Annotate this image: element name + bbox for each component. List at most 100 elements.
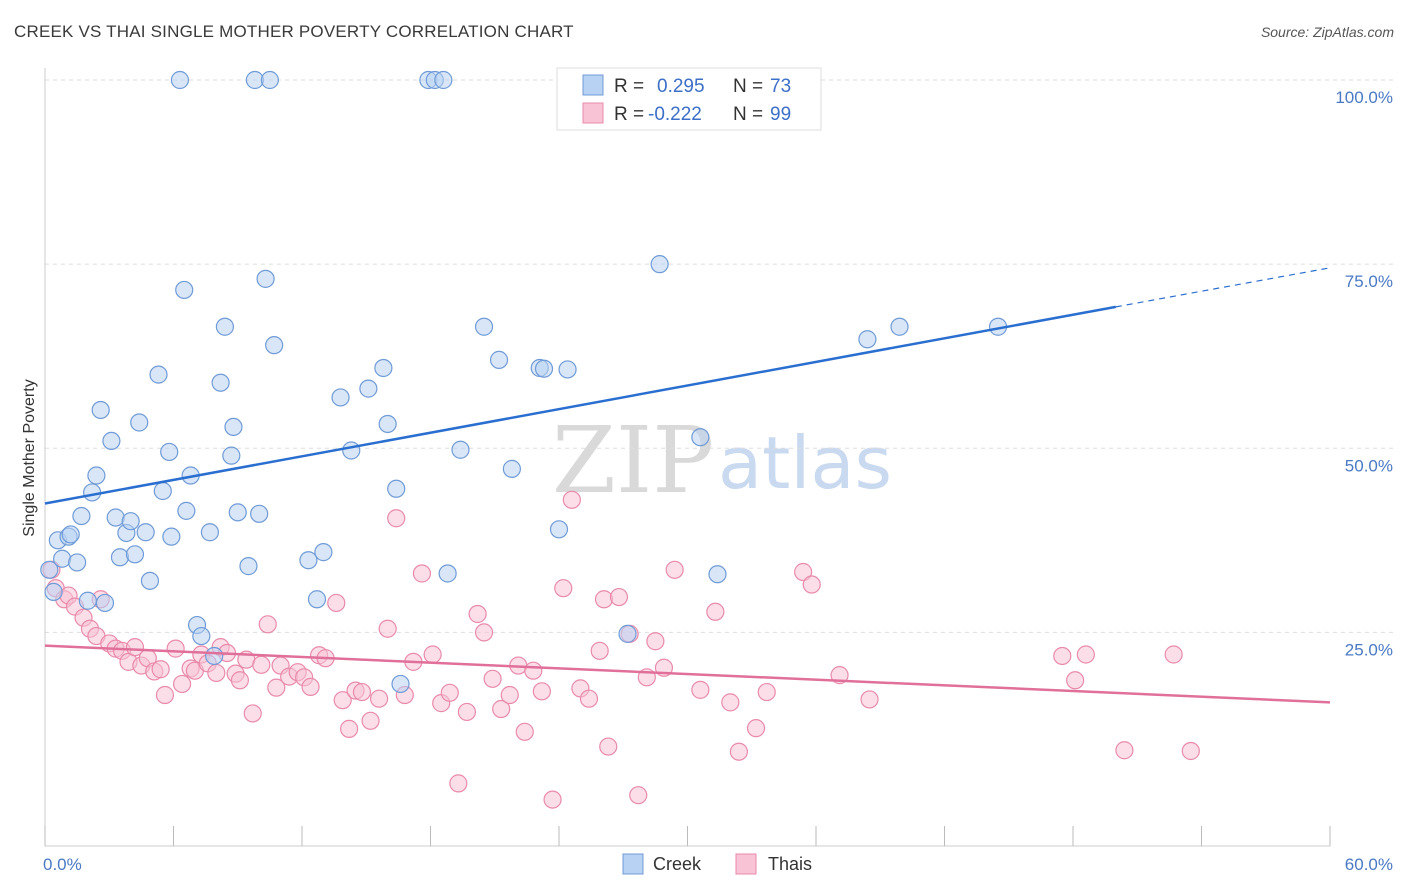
creek-point — [260, 70, 279, 90]
creek-point — [434, 70, 453, 90]
thais-point — [492, 699, 511, 719]
watermark: ZIP atlas — [552, 407, 892, 514]
creek-point — [331, 388, 350, 407]
thais-point — [125, 638, 145, 657]
creek-point — [890, 317, 909, 336]
x-tick-labels: 0.0% 60.0% — [43, 855, 1393, 874]
thais-point — [691, 680, 710, 699]
creek-point — [489, 350, 509, 369]
y-tick-label: 50.0% — [1345, 456, 1393, 475]
creek-point — [391, 674, 410, 694]
legend-r-value-thais: -0.222 — [648, 104, 702, 125]
thais-point — [361, 711, 380, 730]
thais-point — [457, 702, 477, 722]
thais-point — [378, 619, 397, 638]
creek-trend-extension — [1115, 267, 1331, 308]
creek-point — [136, 523, 155, 542]
creek-point — [502, 459, 521, 478]
grid-lines — [45, 79, 1395, 633]
legend-r-label-creek: R = — [614, 76, 644, 97]
thais-point — [166, 639, 185, 658]
y-tick-label: 75.0% — [1345, 272, 1393, 291]
thais-point — [172, 674, 192, 694]
creek-point — [222, 446, 241, 465]
watermark-atlas: atlas — [718, 421, 892, 505]
creek-point — [858, 330, 877, 349]
thais-point — [483, 669, 502, 688]
y-tick-label: 100.0% — [1335, 88, 1393, 107]
thais-point — [243, 704, 262, 723]
creek-point — [78, 591, 97, 610]
trend-lines — [44, 267, 1331, 704]
creek-point — [474, 317, 494, 336]
thais-point — [1164, 645, 1183, 664]
legend-n-label-thais: N = — [733, 104, 763, 125]
thais-point — [155, 685, 175, 705]
bottom-legend-thais: Thais — [768, 854, 812, 874]
creek-point — [299, 551, 318, 570]
thais-point — [721, 693, 740, 712]
thais-point — [327, 593, 346, 613]
bottom-legend-swatch-thais — [735, 853, 757, 875]
creek-point — [438, 564, 457, 583]
creek-point — [149, 365, 168, 384]
creek-point — [162, 527, 181, 546]
creek-point — [140, 571, 160, 590]
creek-point — [87, 466, 106, 485]
x-tick-label: 0.0% — [43, 855, 82, 874]
creek-point — [650, 255, 669, 274]
thais-point — [423, 645, 442, 664]
creek-point — [153, 481, 172, 501]
thais-point — [757, 682, 776, 702]
creek-point — [708, 565, 727, 584]
creek-trend-line — [44, 305, 1117, 505]
creek-point — [175, 280, 194, 300]
thais-point — [860, 690, 879, 709]
creek-point — [44, 582, 63, 601]
thais-point — [230, 671, 249, 690]
thais-point — [646, 632, 665, 651]
legend-n-value-thais: 99 — [770, 104, 791, 125]
creek-point — [256, 269, 275, 288]
thais-point — [301, 677, 320, 697]
thais-point — [340, 719, 359, 738]
creek-point — [549, 520, 569, 539]
creek-point — [40, 560, 59, 579]
axes — [44, 68, 1331, 847]
bottom-legend-swatch-creek — [622, 853, 644, 875]
thais-point — [554, 579, 573, 598]
creek-point — [110, 548, 130, 567]
thais-point — [665, 560, 684, 579]
creek-point — [239, 557, 258, 576]
legend-r-label-thais: R = — [614, 104, 644, 125]
thais-point — [468, 604, 487, 624]
legend-n-label-creek: N = — [733, 76, 763, 97]
thais-trend-line — [44, 644, 1331, 704]
creek-point — [102, 431, 121, 451]
creek-point — [83, 483, 102, 502]
creek-point — [205, 646, 224, 666]
creek-series — [40, 70, 1008, 694]
source-label: Source: ZipAtlas.com — [1260, 24, 1394, 40]
creek-point — [160, 442, 179, 462]
thais-point — [706, 602, 725, 621]
thais-point — [1076, 645, 1095, 664]
thais-point — [594, 590, 614, 609]
thais-point — [599, 737, 618, 756]
creek-point — [61, 525, 80, 544]
creek-point — [307, 590, 327, 609]
creek-point — [374, 358, 393, 378]
thais-point — [1066, 671, 1085, 690]
thais-point — [579, 689, 599, 708]
thais-point — [590, 641, 609, 660]
bottom-legend-creek: Creek — [653, 854, 702, 874]
legend-swatch-thais — [582, 102, 604, 124]
creek-point — [618, 624, 637, 643]
creek-point — [378, 414, 397, 434]
legend-n-value-creek: 73 — [770, 76, 791, 97]
thais-point — [729, 742, 749, 761]
thais-point — [252, 655, 271, 674]
creek-point — [121, 512, 140, 531]
creek-point — [200, 523, 220, 542]
